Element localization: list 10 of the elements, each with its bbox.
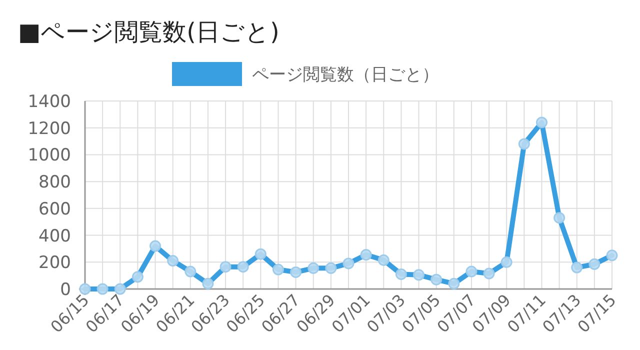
y-tick-label: 400 xyxy=(38,226,71,246)
y-tick-label: 200 xyxy=(38,253,71,274)
chart-title: ■ページ閲覧数(日ごと) xyxy=(18,18,280,46)
y-tick-label: 1000 xyxy=(28,146,71,166)
y-tick-label: 600 xyxy=(38,199,71,220)
legend-label: ページ閲覧数（日ごと） xyxy=(252,65,439,85)
y-tick-label: 800 xyxy=(38,172,71,193)
y-tick-label: 1200 xyxy=(28,118,71,139)
y-tick-label: 0 xyxy=(60,280,71,300)
y-tick-label: 1400 xyxy=(28,92,71,112)
